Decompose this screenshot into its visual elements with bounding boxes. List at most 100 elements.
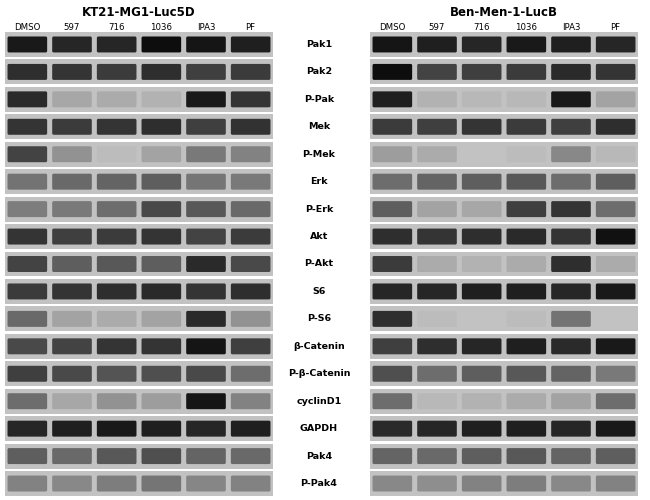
FancyBboxPatch shape: [506, 393, 546, 409]
Bar: [5, 252, 273, 276]
FancyBboxPatch shape: [462, 256, 502, 272]
Text: S6: S6: [312, 287, 326, 296]
FancyBboxPatch shape: [186, 338, 226, 354]
FancyBboxPatch shape: [52, 311, 92, 327]
FancyBboxPatch shape: [231, 284, 270, 300]
FancyBboxPatch shape: [186, 311, 226, 327]
FancyBboxPatch shape: [8, 119, 47, 135]
FancyBboxPatch shape: [97, 393, 136, 409]
FancyBboxPatch shape: [551, 201, 591, 217]
FancyBboxPatch shape: [372, 338, 412, 354]
FancyBboxPatch shape: [551, 420, 591, 436]
FancyBboxPatch shape: [231, 256, 270, 272]
FancyBboxPatch shape: [417, 92, 457, 108]
Bar: [370, 224, 638, 249]
Text: KT21-MG1-Luc5D: KT21-MG1-Luc5D: [82, 6, 196, 19]
FancyBboxPatch shape: [52, 146, 92, 162]
FancyBboxPatch shape: [52, 256, 92, 272]
FancyBboxPatch shape: [186, 64, 226, 80]
Text: 716: 716: [473, 23, 490, 32]
FancyBboxPatch shape: [8, 420, 47, 436]
FancyBboxPatch shape: [506, 338, 546, 354]
FancyBboxPatch shape: [506, 64, 546, 80]
FancyBboxPatch shape: [142, 284, 181, 300]
FancyBboxPatch shape: [551, 311, 591, 327]
Text: cyclinD1: cyclinD1: [296, 396, 342, 406]
Bar: [5, 87, 273, 112]
Text: IPA3: IPA3: [562, 23, 580, 32]
Bar: [370, 306, 638, 332]
FancyBboxPatch shape: [551, 476, 591, 492]
Text: P-Akt: P-Akt: [304, 260, 333, 268]
FancyBboxPatch shape: [97, 476, 136, 492]
FancyBboxPatch shape: [97, 338, 136, 354]
Bar: [5, 471, 273, 496]
FancyBboxPatch shape: [462, 366, 502, 382]
FancyBboxPatch shape: [506, 284, 546, 300]
FancyBboxPatch shape: [231, 338, 270, 354]
FancyBboxPatch shape: [372, 228, 412, 244]
FancyBboxPatch shape: [551, 228, 591, 244]
FancyBboxPatch shape: [231, 146, 270, 162]
FancyBboxPatch shape: [97, 448, 136, 464]
FancyBboxPatch shape: [52, 448, 92, 464]
Text: 1036: 1036: [150, 23, 172, 32]
FancyBboxPatch shape: [372, 146, 412, 162]
FancyBboxPatch shape: [186, 366, 226, 382]
Bar: [5, 169, 273, 194]
FancyBboxPatch shape: [462, 174, 502, 190]
FancyBboxPatch shape: [551, 36, 591, 52]
FancyBboxPatch shape: [462, 284, 502, 300]
Text: P-Mek: P-Mek: [302, 150, 335, 158]
FancyBboxPatch shape: [462, 448, 502, 464]
FancyBboxPatch shape: [462, 393, 502, 409]
FancyBboxPatch shape: [142, 146, 181, 162]
FancyBboxPatch shape: [52, 228, 92, 244]
FancyBboxPatch shape: [417, 420, 457, 436]
FancyBboxPatch shape: [551, 393, 591, 409]
FancyBboxPatch shape: [372, 256, 412, 272]
FancyBboxPatch shape: [52, 366, 92, 382]
FancyBboxPatch shape: [52, 36, 92, 52]
Text: DMSO: DMSO: [379, 23, 406, 32]
FancyBboxPatch shape: [231, 64, 270, 80]
Bar: [370, 471, 638, 496]
FancyBboxPatch shape: [142, 174, 181, 190]
FancyBboxPatch shape: [462, 476, 502, 492]
FancyBboxPatch shape: [97, 256, 136, 272]
FancyBboxPatch shape: [372, 201, 412, 217]
FancyBboxPatch shape: [417, 119, 457, 135]
FancyBboxPatch shape: [8, 146, 47, 162]
FancyBboxPatch shape: [52, 92, 92, 108]
Bar: [370, 169, 638, 194]
Text: Pak1: Pak1: [306, 40, 332, 49]
FancyBboxPatch shape: [97, 64, 136, 80]
FancyBboxPatch shape: [142, 228, 181, 244]
FancyBboxPatch shape: [462, 420, 502, 436]
FancyBboxPatch shape: [142, 420, 181, 436]
FancyBboxPatch shape: [97, 420, 136, 436]
FancyBboxPatch shape: [596, 420, 636, 436]
FancyBboxPatch shape: [417, 256, 457, 272]
FancyBboxPatch shape: [596, 36, 636, 52]
FancyBboxPatch shape: [417, 476, 457, 492]
FancyBboxPatch shape: [462, 64, 502, 80]
FancyBboxPatch shape: [97, 119, 136, 135]
FancyBboxPatch shape: [142, 393, 181, 409]
Bar: [370, 279, 638, 304]
FancyBboxPatch shape: [97, 146, 136, 162]
FancyBboxPatch shape: [8, 64, 47, 80]
FancyBboxPatch shape: [186, 36, 226, 52]
FancyBboxPatch shape: [551, 256, 591, 272]
FancyBboxPatch shape: [596, 228, 636, 244]
FancyBboxPatch shape: [186, 284, 226, 300]
FancyBboxPatch shape: [8, 448, 47, 464]
FancyBboxPatch shape: [506, 174, 546, 190]
FancyBboxPatch shape: [596, 476, 636, 492]
Text: IPA3: IPA3: [197, 23, 215, 32]
FancyBboxPatch shape: [52, 64, 92, 80]
FancyBboxPatch shape: [417, 228, 457, 244]
Bar: [370, 114, 638, 140]
FancyBboxPatch shape: [231, 420, 270, 436]
Text: 597: 597: [64, 23, 80, 32]
